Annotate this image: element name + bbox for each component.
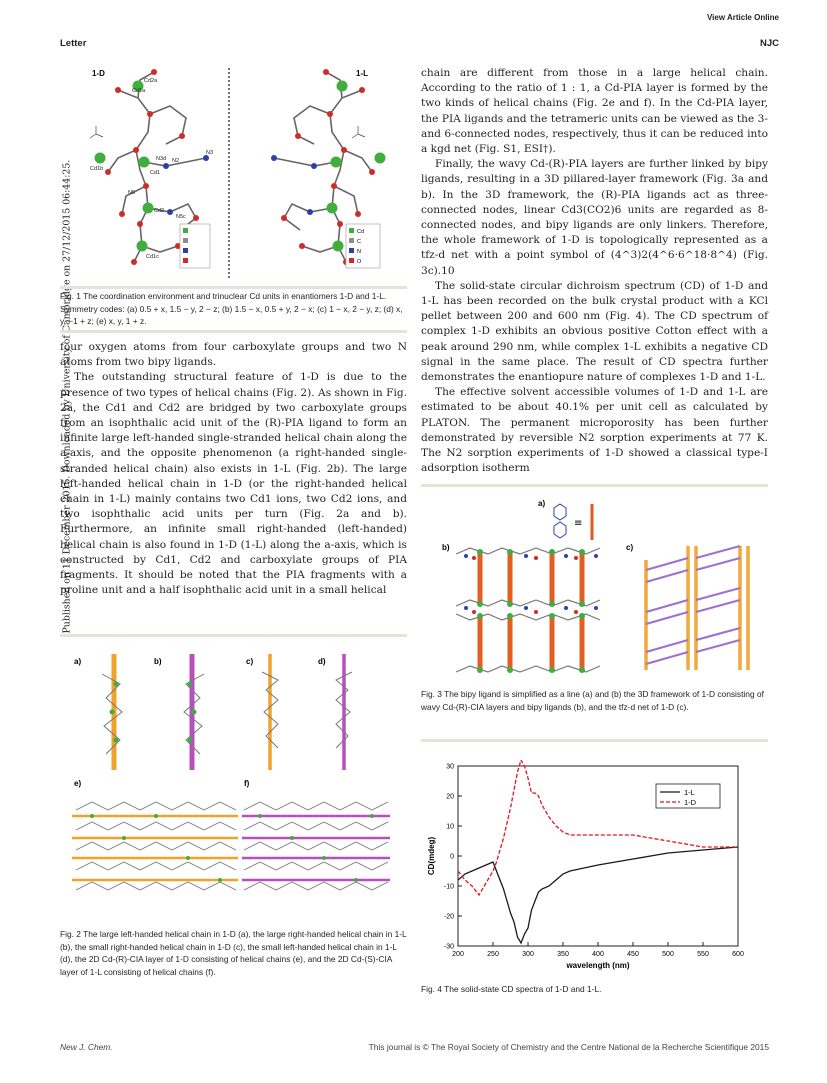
atom-label: N5c (176, 214, 186, 220)
fig1-label-1l: 1-L (356, 69, 368, 78)
fig3-panel-a: a) (538, 499, 545, 508)
fig2-top-rule (60, 634, 407, 637)
atom-label: N3 (206, 150, 213, 156)
fig2-panel-a: a) (74, 657, 81, 666)
x-tick-label: 350 (557, 951, 569, 958)
view-article-online-link[interactable]: View Article Online (706, 13, 779, 22)
fig2-panel-b: b) (154, 657, 162, 666)
y-axis-label: CD(mdeg) (427, 837, 436, 876)
fig2-panel-e: e) (74, 779, 81, 788)
x-tick-label: 500 (662, 951, 674, 958)
x-tick-label: 400 (592, 951, 604, 958)
y-tick-label: -10 (444, 884, 454, 891)
crystal-structure-diagram: 1-D 1-L (89, 68, 386, 280)
atom-label: Cd1a (132, 88, 146, 94)
fig3-panel-c: c) (626, 543, 633, 552)
series-line-1-D (457, 758, 738, 897)
fig1-legend: Cd C N O (345, 223, 381, 269)
fig2-panel-c: c) (246, 657, 253, 666)
right-column-text: chain are different from those in a larg… (421, 66, 768, 476)
svg-text:≡: ≡ (574, 518, 582, 529)
atom-label: Cd1c (146, 254, 159, 260)
atom-label: Cd1 (150, 170, 160, 176)
legend-o: O (357, 259, 362, 265)
framework-diagram: a) ≡ b) c) (442, 499, 750, 673)
fig2-caption: Fig. 2 The large left-handed helical cha… (60, 929, 407, 977)
fig3-top-rule (421, 484, 768, 487)
footer-journal: New J. Chem. (60, 1042, 113, 1052)
y-tick-label: -30 (444, 944, 454, 951)
paragraph: The effective solvent accessible volumes… (421, 386, 768, 475)
atom-label: N5 (128, 190, 135, 196)
journal-label: NJC (759, 38, 779, 49)
figure-2-image: a) b) c) d) e) f) (72, 650, 402, 920)
chart-legend (655, 783, 721, 809)
x-tick-label: 300 (522, 951, 534, 958)
x-tick-label: 450 (627, 951, 639, 958)
x-tick-label: 250 (487, 951, 499, 958)
y-tick-label: 20 (446, 794, 454, 801)
atom-label: Cd2 (154, 208, 164, 214)
y-tick-label: 10 (446, 824, 454, 831)
fig3-bottom-rule (421, 739, 768, 742)
fig3-caption: Fig. 3 The bipy ligand is simplified as … (421, 689, 764, 712)
fig3-panel-b: b) (442, 543, 450, 552)
atom-label: Cd1b (90, 166, 103, 172)
paragraph: The solid-state circular dichroism spect… (421, 279, 768, 384)
paragraph: chain are different from those in a larg… (421, 67, 768, 156)
x-tick-label: 200 (452, 951, 464, 958)
section-label: Letter (60, 38, 87, 49)
figure-1-image: 1-D 1-L (78, 62, 398, 284)
fig1-legend-right (179, 223, 211, 269)
fig1-rule (60, 286, 407, 289)
fig1-bottom-rule (60, 330, 407, 333)
atom-label: N3d (156, 156, 166, 162)
fig2-panel-d: d) (318, 657, 326, 666)
footer-copyright: This journal is © The Royal Society of C… (368, 1042, 769, 1052)
x-axis-label: wavelength (nm) (565, 961, 629, 970)
fig1-label-1d: 1-D (92, 69, 105, 78)
fig4-caption: Fig. 4 The solid-state CD spectra of 1-D… (421, 984, 602, 994)
legend-label: 1-L (684, 788, 695, 797)
atom-label: Cd2a (144, 78, 158, 84)
x-tick-label: 600 (732, 951, 744, 958)
legend-cd: Cd (357, 229, 364, 235)
figure-4-chart: 200 250 300 350 400 450 500 550 600 -30 -20 -10 0 10 2… (424, 758, 754, 978)
helical-chain-diagram: a) b) c) d) e) f) (72, 654, 390, 891)
fig2-panel-f: f) (244, 779, 250, 788)
paragraph: four oxygen atoms from four carboxylate … (60, 341, 407, 369)
figure-3-image: a) ≡ b) c) (440, 494, 760, 682)
left-column-text: four oxygen atoms from four carboxylate … (60, 340, 407, 598)
legend-label: 1-D (684, 798, 697, 807)
y-tick-label: -20 (444, 914, 454, 921)
x-tick-label: 550 (697, 951, 709, 958)
cd-spectrum-chart: 200 250 300 350 400 450 500 550 600 -30 -20 -10 0 10 2… (427, 758, 744, 970)
series-line-1-L (457, 846, 739, 945)
paragraph: Finally, the wavy Cd-(R)-PIA layers are … (421, 158, 768, 277)
fig1-caption: Fig. 1 The coordination environment and … (60, 291, 403, 327)
y-tick-label: 0 (450, 854, 454, 861)
legend-n: N (357, 249, 361, 255)
paragraph: The outstanding structural feature of 1-… (60, 371, 407, 597)
legend-c: C (357, 239, 361, 245)
atom-label: N2 (172, 158, 179, 164)
y-tick-label: 30 (446, 764, 454, 771)
